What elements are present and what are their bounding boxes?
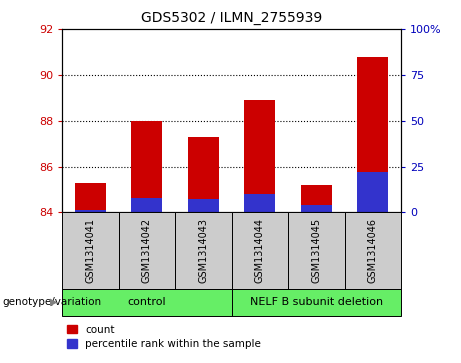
FancyBboxPatch shape [231,289,401,316]
Text: genotype/variation: genotype/variation [2,297,101,307]
Text: NELF B subunit deletion: NELF B subunit deletion [250,297,383,307]
Bar [188,137,219,212]
FancyBboxPatch shape [62,289,231,316]
FancyBboxPatch shape [175,212,231,289]
Bar [244,194,275,212]
Bar [244,100,275,212]
Text: GSM1314042: GSM1314042 [142,218,152,283]
Title: GDS5302 / ILMN_2755939: GDS5302 / ILMN_2755939 [141,11,322,25]
Text: GSM1314043: GSM1314043 [198,218,208,283]
Text: GSM1314044: GSM1314044 [255,218,265,283]
Text: ▶: ▶ [50,297,58,307]
Bar [357,57,388,212]
FancyBboxPatch shape [118,212,175,289]
Legend: count, percentile rank within the sample: count, percentile rank within the sample [67,325,261,349]
Bar [301,185,332,212]
Bar [357,172,388,212]
FancyBboxPatch shape [231,212,288,289]
Bar [188,199,219,212]
Text: GSM1314045: GSM1314045 [311,218,321,283]
Text: GSM1314046: GSM1314046 [368,218,378,283]
Bar [301,205,332,212]
FancyBboxPatch shape [288,212,344,289]
Bar [131,198,162,212]
Text: control: control [128,297,166,307]
Bar [75,209,106,212]
FancyBboxPatch shape [344,212,401,289]
FancyBboxPatch shape [62,212,118,289]
Bar [75,183,106,212]
Text: GSM1314041: GSM1314041 [85,218,95,283]
Bar [131,121,162,212]
